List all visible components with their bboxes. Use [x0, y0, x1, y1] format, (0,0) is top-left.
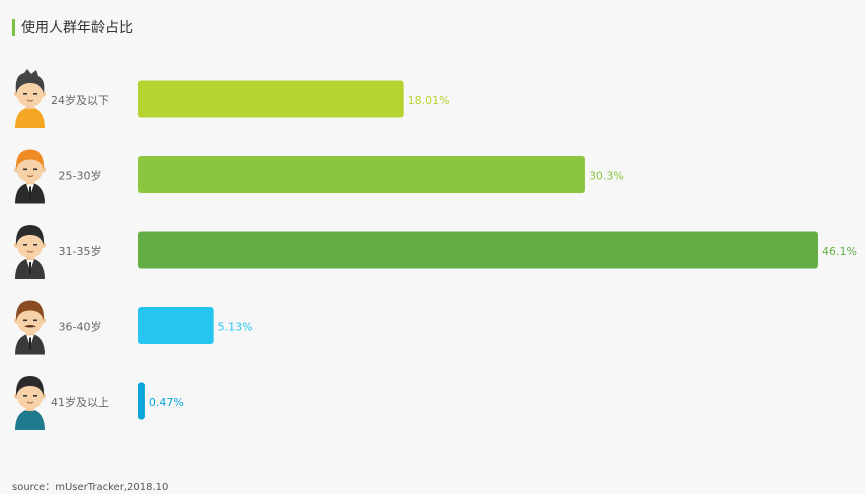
chart-row: 24岁及以下 18.01%	[14, 69, 450, 128]
avatar-face	[17, 158, 43, 183]
avatar-hair	[15, 225, 45, 245]
chart-row: 31-35岁 46.1%	[14, 225, 857, 279]
older-man-avatar-icon	[14, 376, 46, 430]
avatar-eye	[33, 93, 37, 95]
suit-man-avatar-icon	[14, 225, 46, 279]
avatar-eye	[33, 319, 37, 322]
bar	[138, 231, 818, 269]
bar	[138, 382, 145, 420]
avatar-mouth	[26, 401, 34, 404]
avatar-eye	[33, 168, 37, 171]
avatar-mouth	[26, 250, 34, 253]
chart-row: 36-40岁 5.13%	[14, 300, 253, 355]
avatar-eye	[33, 395, 37, 397]
avatar-face	[17, 234, 43, 258]
avatar-mouth	[26, 99, 34, 102]
avatar-eye	[23, 93, 27, 95]
chart-title: 使用人群年龄占比	[21, 20, 133, 36]
avatar-tie	[29, 337, 31, 350]
data-label: 18.01%	[408, 94, 450, 107]
avatar-mouth	[26, 174, 34, 178]
avatar-tie	[29, 262, 31, 274]
bar	[138, 80, 404, 118]
orange-hair-man-avatar-icon	[14, 149, 46, 204]
avatar-eye	[33, 244, 37, 246]
avatar-body	[15, 107, 45, 128]
avatar-body	[15, 409, 45, 430]
avatar-face	[17, 385, 43, 409]
young-man-avatar-icon	[14, 69, 46, 128]
category-label: 36-40岁	[59, 320, 102, 334]
avatar-hair	[15, 69, 45, 93]
avatar-face	[17, 309, 43, 334]
avatar-eye	[23, 244, 27, 246]
avatar-eye	[23, 168, 27, 171]
avatar-eye	[23, 319, 27, 322]
category-label: 25-30岁	[59, 169, 102, 183]
category-label: 24岁及以下	[51, 93, 109, 107]
data-label: 0.47%	[149, 396, 184, 409]
chart-row: 25-30岁 30.3%	[14, 149, 624, 204]
chart-header: 使用人群年龄占比	[12, 17, 133, 37]
avatar-tie	[29, 186, 31, 199]
avatar-hair	[15, 149, 45, 170]
data-label: 5.13%	[218, 321, 253, 334]
category-label: 31-35岁	[59, 244, 102, 258]
avatar-hair	[15, 376, 45, 396]
mustache-man-avatar-icon	[14, 300, 46, 355]
data-label: 46.1%	[822, 245, 857, 258]
title-accent-bar	[12, 18, 15, 36]
chart-row: 41岁及以上 0.47%	[14, 376, 184, 430]
bar	[138, 156, 585, 193]
avatar-mustache	[24, 325, 36, 328]
data-label: 30.3%	[589, 170, 624, 183]
avatar-eye	[23, 395, 27, 397]
source-note: source：mUserTracker,2018.10	[12, 482, 169, 493]
bar	[138, 307, 214, 344]
avatar-hair	[15, 300, 45, 321]
avatar-face	[17, 83, 43, 107]
category-label: 41岁及以上	[51, 395, 109, 409]
